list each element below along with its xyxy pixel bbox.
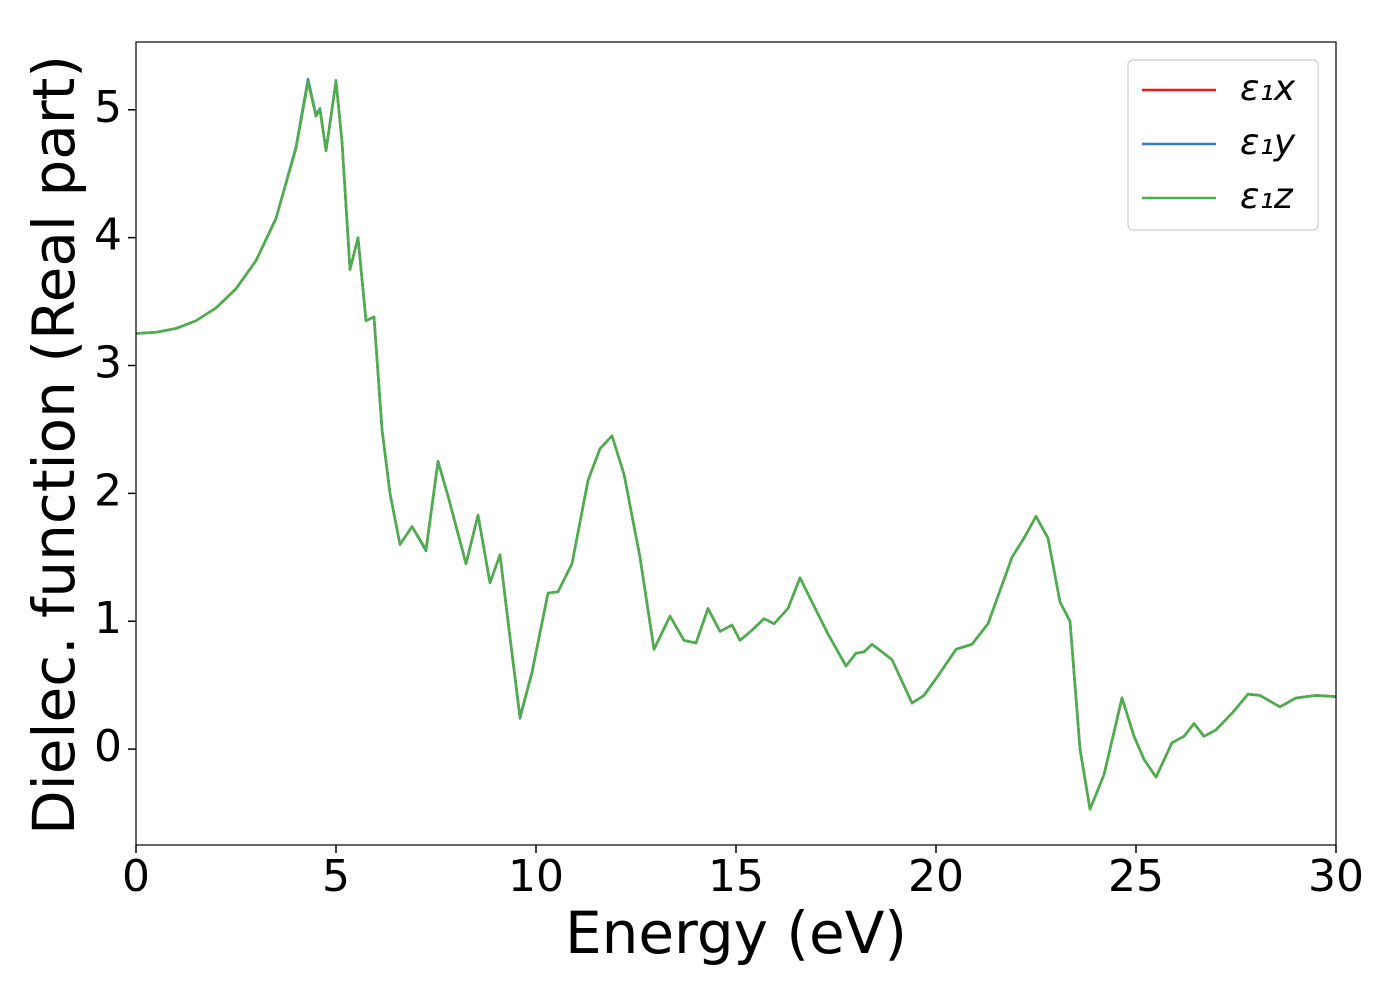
x-tick-label: 5 (322, 851, 350, 902)
x-tick-label: 10 (508, 851, 564, 902)
x-tick-label: 20 (908, 851, 964, 902)
y-tick-label: 5 (94, 82, 122, 133)
legend-label: ε₁y (1240, 122, 1296, 163)
y-tick-label: 2 (94, 465, 122, 516)
y-tick-label: 0 (94, 721, 122, 772)
series-line (135, 80, 1337, 811)
legend-label: ε₁x (1240, 68, 1296, 109)
legend-box (1127, 59, 1319, 231)
x-tick-label: 25 (1108, 851, 1164, 902)
y-tick-label: 3 (94, 338, 122, 389)
x-tick-label: 0 (122, 851, 150, 902)
legend-label: ε₁z (1240, 176, 1294, 217)
plot-frame (135, 41, 1337, 846)
y-tick-label: 4 (94, 210, 122, 261)
x-tick-label: 15 (708, 851, 764, 902)
y-axis-label: Dielec. function (Real part) (20, 55, 88, 835)
x-axis-label: Energy (eV) (565, 899, 907, 967)
y-tick-label: 1 (94, 593, 122, 644)
x-tick-label: 30 (1308, 851, 1364, 902)
